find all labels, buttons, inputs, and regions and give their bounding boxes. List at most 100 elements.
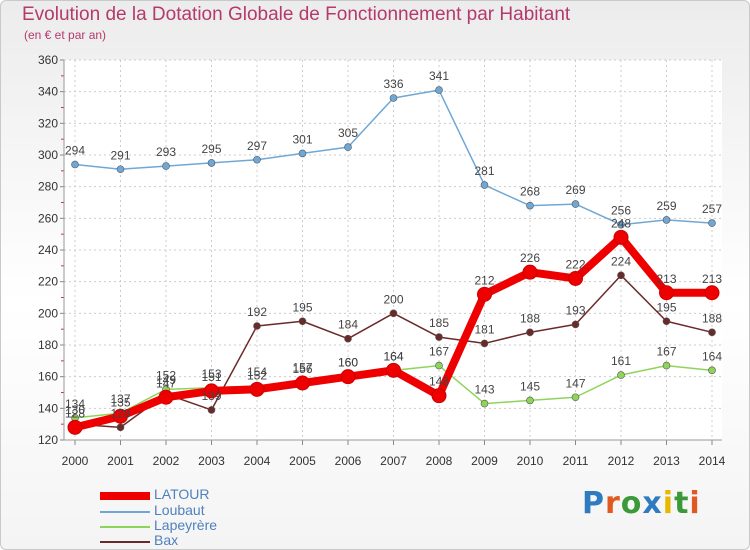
series-loubaut-point: [207, 159, 216, 167]
series-latour-point: [613, 229, 629, 245]
legend-label-bax: Bax: [154, 532, 179, 548]
y-tick-label: 300: [38, 148, 58, 162]
series-bax-point: [526, 328, 534, 337]
y-tick-label: 340: [38, 85, 58, 99]
x-tick-label: 2001: [107, 454, 134, 468]
series-latour-point: [67, 419, 83, 435]
series-lapeyrre-point: [435, 361, 443, 370]
series-latour-data-label: 135: [110, 395, 130, 409]
series-loubaut-point: [435, 86, 443, 94]
logo-letter: x: [642, 486, 663, 521]
series-latour-point: [568, 271, 583, 286]
y-tick-label: 360: [38, 53, 58, 67]
y-tick-label: 260: [38, 211, 58, 225]
series-latour-data-label: 147: [156, 376, 176, 390]
series-latour-data-label: 222: [565, 258, 585, 272]
chart-title: Evolution de la Dotation Globale de Fonc…: [22, 4, 571, 25]
series-latour-data-label: 226: [520, 251, 540, 265]
series-lapeyrre-point: [617, 371, 625, 379]
series-bax-data-label: 130: [65, 403, 85, 417]
y-tick-label: 240: [38, 243, 58, 257]
legend-swatch-latour: [100, 492, 150, 500]
x-tick-label: 2003: [198, 454, 225, 468]
series-loubaut-data-label: 268: [520, 185, 540, 199]
series-latour-data-label: 160: [338, 356, 358, 370]
series-lapeyrre-data-label: 143: [474, 383, 494, 397]
series-loubaut-point: [662, 216, 671, 224]
series-bax-point: [207, 406, 216, 414]
y-tick-label: 160: [38, 370, 58, 384]
y-tick-label: 200: [38, 306, 58, 320]
series-lapeyrre-data-label: 161: [611, 354, 631, 368]
series-bax-point: [480, 339, 489, 348]
series-latour-point: [113, 408, 128, 424]
series-lapeyrre-data-label: 167: [429, 345, 449, 359]
series-lapeyrre-data-label: 157: [292, 360, 312, 374]
y-tick-label: 320: [38, 116, 58, 130]
series-bax-point: [253, 322, 261, 330]
series-bax-data-label: 181: [474, 322, 494, 336]
logo-letter: o: [620, 486, 643, 521]
series-loubaut-point: [344, 143, 352, 151]
series-latour-data-label: 213: [702, 272, 722, 286]
series-latour-data-label: 148: [429, 375, 449, 389]
series-bax-data-label: 193: [565, 303, 585, 317]
series-loubaut-data-label: 259: [656, 199, 676, 213]
series-loubaut-data-label: 294: [65, 144, 85, 158]
series-lapeyrre-data-label: 153: [201, 367, 221, 381]
series-bax-point: [708, 328, 716, 337]
series-loubaut-point: [480, 181, 489, 189]
x-tick-label: 2011: [563, 454, 589, 468]
series-bax-data-label: 224: [611, 254, 631, 268]
series-latour-point: [477, 286, 492, 302]
series-bax-point: [662, 317, 671, 326]
series-bax-data-label: 195: [292, 300, 312, 314]
series-loubaut-data-label: 295: [201, 142, 221, 156]
series-bax-point: [389, 309, 398, 318]
legend-swatch-lapeyrere: [100, 526, 150, 528]
series-loubaut-data-label: 256: [611, 204, 631, 218]
series-latour-point: [158, 389, 174, 405]
series-bax-point: [617, 271, 625, 280]
series-lapeyrre-point: [480, 399, 489, 408]
legend-label-loubaut: Loubaut: [154, 502, 205, 518]
y-tick-label: 120: [38, 433, 58, 447]
series-lapeyrre-data-label: 145: [520, 379, 540, 393]
series-lapeyrre-data-label: 164: [702, 349, 722, 363]
series-loubaut-data-label: 269: [565, 183, 585, 197]
series-latour-point: [431, 388, 447, 404]
series-bax-data-label: 192: [247, 305, 267, 319]
logo-letter: i: [662, 486, 675, 521]
series-latour-point: [204, 383, 219, 399]
series-bax-point: [116, 423, 125, 432]
logo-letter: t: [674, 486, 690, 521]
chart-series: [67, 86, 720, 435]
series-lapeyrre-data-label: 152: [156, 368, 176, 382]
series-loubaut-point: [389, 94, 398, 102]
series-loubaut-point: [708, 219, 716, 227]
series-loubaut-point: [571, 200, 580, 208]
logo-letter: i: [689, 486, 701, 521]
series-bax-point: [344, 334, 352, 343]
y-tick-label: 180: [38, 338, 58, 352]
series-loubaut-data-label: 297: [247, 139, 267, 153]
series-bax-data-label: 139: [201, 389, 221, 403]
series-bax-point: [298, 317, 307, 326]
series-lapeyrre-point: [662, 361, 671, 370]
series-latour-point: [659, 285, 674, 301]
series-latour-data-label: 248: [611, 216, 631, 230]
series-loubaut-point: [116, 165, 125, 174]
series-bax-point: [571, 320, 580, 329]
series-latour-point: [295, 375, 310, 391]
series-loubaut-point: [617, 220, 625, 229]
proxiti-logo: Proxiti: [582, 486, 701, 521]
series-bax-data-label: 149: [156, 373, 176, 387]
series-latour-point: [340, 369, 356, 385]
x-tick-label: 2014: [699, 454, 726, 468]
series-latour-data-label: 164: [383, 349, 403, 363]
series-loubaut-data-label: 281: [474, 164, 494, 178]
series-lapeyrre-data-label: 137: [110, 392, 130, 406]
series-loubaut-data-label: 305: [338, 126, 358, 140]
series-lapeyrre-data-label: 147: [565, 376, 585, 390]
legend-label-latour: LATOUR: [154, 486, 210, 502]
